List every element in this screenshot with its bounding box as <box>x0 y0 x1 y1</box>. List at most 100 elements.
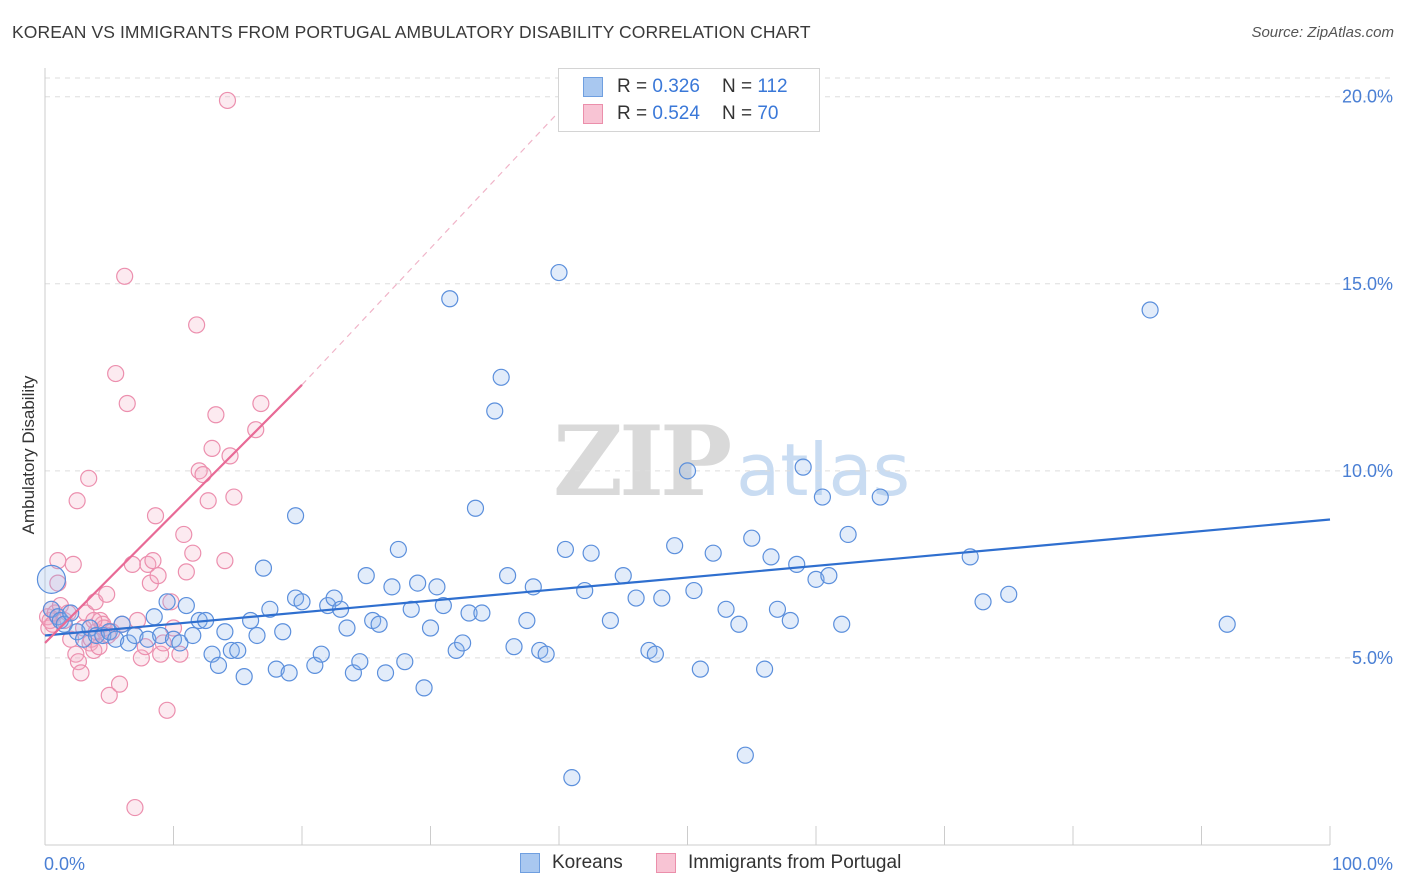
korean-point <box>678 462 697 480</box>
korean-point <box>383 578 401 596</box>
source-label: Source: ZipAtlas.com <box>1251 24 1394 41</box>
korean-point <box>576 581 594 600</box>
korean-point <box>807 570 825 588</box>
bottom-legend-koreans: Koreans <box>520 852 623 874</box>
korean-point <box>36 564 67 594</box>
x-tick-label: 100.0% <box>1332 854 1393 874</box>
legend-swatch-portugal <box>583 104 603 124</box>
portugal-point <box>98 585 116 603</box>
korean-point <box>556 540 575 559</box>
watermark: ZIP atlas <box>553 405 910 518</box>
bottom-legend-swatch-koreans <box>520 853 540 873</box>
legend-n-label: N = <box>721 76 753 97</box>
portugal-point <box>107 364 125 383</box>
portugal-point <box>123 555 141 573</box>
korean-point <box>177 596 195 615</box>
korean-point <box>389 540 407 559</box>
korean-point <box>691 660 709 678</box>
korean-point <box>563 769 581 787</box>
bottom-legend-label-koreans: Koreans <box>552 852 623 873</box>
korean-point <box>833 615 851 633</box>
korean-point <box>415 679 433 697</box>
portugal-trend-line <box>44 384 303 644</box>
axes <box>44 68 1331 846</box>
korean-point <box>286 507 305 525</box>
korean-point <box>1141 301 1159 319</box>
tick-labels: 5.0% 10.0% 15.0% 20.0% 0.0% 100.0% <box>44 87 1393 874</box>
legend-row-koreans: R = 0.326 N = 112 <box>583 74 788 100</box>
legend-swatch-koreans <box>583 77 603 97</box>
portugal-point <box>72 664 90 682</box>
korean-point <box>280 664 298 682</box>
korean-point <box>158 593 176 611</box>
portugal-point <box>203 439 221 458</box>
korean-point <box>743 529 761 547</box>
bottom-legend-label-portugal: Immigrants from Portugal <box>688 852 902 873</box>
korean-point <box>209 656 228 675</box>
portugal-point <box>118 394 136 413</box>
portugal-point <box>90 638 108 656</box>
korean-point <box>653 589 671 607</box>
y-tick-label: 5.0% <box>1352 648 1393 668</box>
korean-point <box>550 263 568 282</box>
korean-point <box>421 619 440 637</box>
korean-points <box>36 263 1236 787</box>
korean-point <box>794 458 812 476</box>
korean-point <box>486 402 504 420</box>
legend-n-value-portugal: 70 <box>757 103 779 124</box>
korean-point <box>614 567 632 585</box>
korean-point <box>974 593 992 611</box>
korean-point <box>466 499 485 517</box>
korean-point <box>274 623 292 641</box>
bottom-legend: Koreans Immigrants from Portugal <box>0 852 1406 878</box>
korean-point <box>871 488 889 506</box>
korean-point <box>518 611 536 630</box>
korean-point <box>261 600 279 618</box>
legend-r-value-portugal: 0.524 <box>652 103 700 124</box>
portugal-trend-extension <box>301 111 560 386</box>
korean-point <box>216 623 234 641</box>
korean-point <box>813 488 832 506</box>
korean-point <box>139 630 157 648</box>
watermark-zip: ZIP <box>553 405 732 518</box>
korean-point <box>248 626 266 645</box>
korean-point <box>762 548 780 566</box>
korean-point <box>736 746 754 764</box>
korean-point <box>601 611 620 630</box>
korean-point <box>396 653 414 671</box>
korean-point <box>434 596 452 615</box>
legend-r-label: R = <box>617 76 648 97</box>
portugal-point <box>184 544 202 562</box>
korean-point <box>357 567 375 585</box>
portugal-point <box>218 91 237 110</box>
portugal-point <box>132 649 150 667</box>
portugal-point <box>116 267 134 285</box>
portugal-point <box>80 469 98 487</box>
korean-point <box>107 630 125 648</box>
portugal-point <box>199 492 217 510</box>
korean-point <box>441 290 459 308</box>
x-tick-label: 0.0% <box>44 854 85 874</box>
korean-point <box>627 589 645 607</box>
portugal-point <box>149 567 167 585</box>
korean-point <box>768 600 787 618</box>
portugal-point <box>126 798 144 817</box>
korean-point <box>222 641 240 660</box>
korean-point <box>351 653 369 671</box>
korean-point <box>717 600 735 618</box>
watermark-atlas: atlas <box>736 428 911 512</box>
portugal-point <box>188 316 206 334</box>
korean-point <box>666 537 684 555</box>
bottom-legend-portugal: Immigrants from Portugal <box>656 852 901 874</box>
korean-point <box>312 645 330 663</box>
korean-point <box>473 604 491 622</box>
korean-point <box>537 645 555 663</box>
portugal-point <box>68 492 86 510</box>
portugal-point <box>152 645 170 663</box>
legend-r-label: R = <box>617 103 648 124</box>
grid-lines <box>45 77 1390 659</box>
portugal-point <box>194 465 212 484</box>
korean-point <box>235 668 253 686</box>
chart-title: KOREAN VS IMMIGRANTS FROM PORTUGAL AMBUL… <box>12 22 811 42</box>
